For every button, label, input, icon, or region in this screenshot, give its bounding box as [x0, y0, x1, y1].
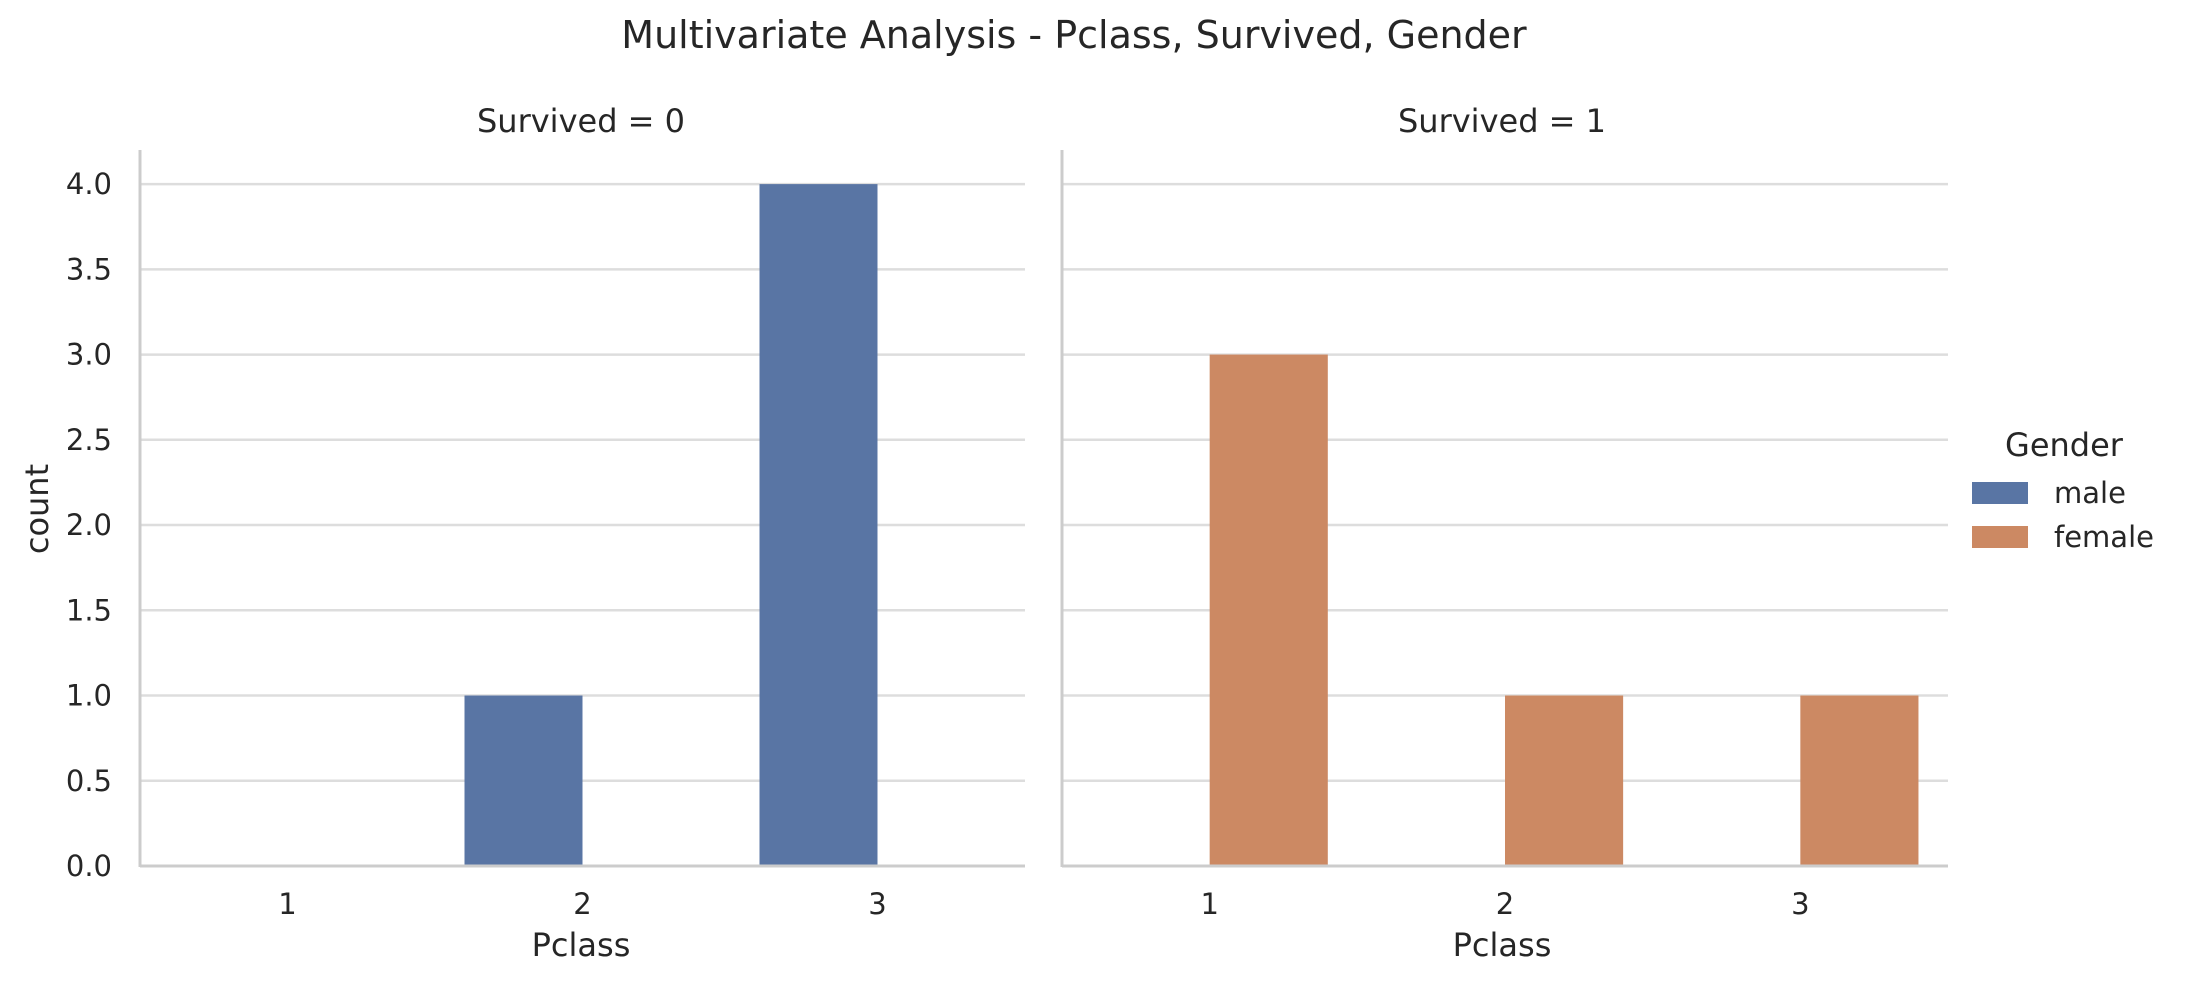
y-tick-label-8: 4.0 — [66, 167, 112, 201]
x-axis-label-1: Pclass — [1453, 926, 1552, 964]
y-tick-label-2: 1.0 — [66, 679, 112, 713]
x-tick-label-p1-2: 2 — [1496, 887, 1514, 921]
x-tick-label-p1-1: 1 — [1200, 887, 1218, 921]
y-tick-label-6: 3.0 — [66, 338, 112, 372]
x-tick-label-p1-3: 3 — [1791, 887, 1809, 921]
bar-p1-female-1 — [1209, 354, 1328, 866]
legend-title: Gender — [2005, 426, 2124, 464]
x-tick-label-p0-1: 1 — [278, 887, 296, 921]
y-tick-label-0: 0.0 — [66, 849, 112, 883]
chart-title: Multivariate Analysis - Pclass, Survived… — [621, 13, 1527, 57]
legend-swatch-female — [1972, 526, 2028, 548]
y-tick-label-1: 0.5 — [66, 764, 112, 798]
bar-p1-female-2 — [1505, 695, 1624, 866]
y-tick-label-7: 3.5 — [66, 252, 112, 286]
bar-p0-male-2 — [464, 695, 583, 866]
legend-label-female: female — [2054, 520, 2154, 554]
x-tick-label-p0-2: 2 — [573, 887, 591, 921]
y-tick-label-3: 1.5 — [66, 593, 112, 627]
legend-label-male: male — [2054, 476, 2126, 510]
bar-p0-male-3 — [759, 184, 878, 867]
x-tick-label-p0-3: 3 — [868, 887, 886, 921]
y-axis-label: count — [18, 464, 56, 554]
x-axis-label-0: Pclass — [532, 926, 631, 964]
y-tick-label-4: 2.0 — [66, 508, 112, 542]
panel-title-1: Survived = 1 — [1398, 102, 1606, 140]
panel-title-0: Survived = 0 — [477, 102, 685, 140]
bar-p1-female-3 — [1800, 695, 1919, 866]
legend-swatch-male — [1972, 482, 2028, 504]
y-tick-label-5: 2.5 — [66, 423, 112, 457]
